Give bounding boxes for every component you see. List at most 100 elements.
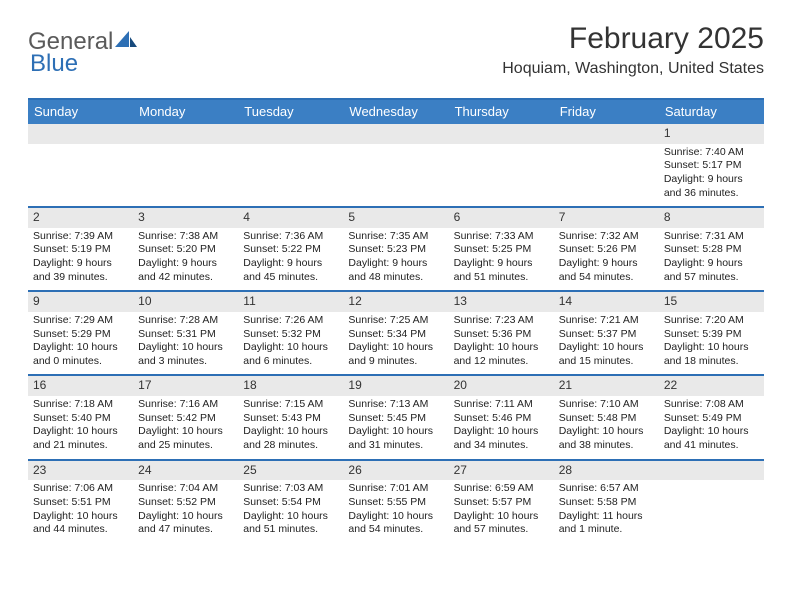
day-line: Sunrise: 7:03 AM (243, 482, 339, 496)
week-row: 9Sunrise: 7:29 AMSunset: 5:29 PMDaylight… (28, 290, 764, 374)
day-cell: 26Sunrise: 7:01 AMSunset: 5:55 PMDayligh… (343, 461, 448, 543)
day-number (449, 124, 554, 144)
day-line: Sunset: 5:29 PM (33, 328, 129, 342)
day-line: Sunset: 5:42 PM (138, 412, 234, 426)
day-number: 17 (133, 376, 238, 396)
title-block: February 2025 Hoquiam, Washington, Unite… (502, 22, 764, 78)
day-line: Sunset: 5:26 PM (559, 243, 655, 257)
day-number: 28 (554, 461, 659, 481)
day-line: Sunrise: 7:26 AM (243, 314, 339, 328)
day-line: Sunrise: 7:10 AM (559, 398, 655, 412)
day-line: Sunset: 5:32 PM (243, 328, 339, 342)
day-cell: 6Sunrise: 7:33 AMSunset: 5:25 PMDaylight… (449, 208, 554, 290)
day-cell: 3Sunrise: 7:38 AMSunset: 5:20 PMDaylight… (133, 208, 238, 290)
weekday-header-row: Sunday Monday Tuesday Wednesday Thursday… (28, 100, 764, 124)
day-body (133, 144, 238, 204)
dow-thu: Thursday (449, 100, 554, 124)
day-body: Sunrise: 7:20 AMSunset: 5:39 PMDaylight:… (659, 312, 764, 375)
day-line: Sunrise: 7:28 AM (138, 314, 234, 328)
day-cell: 16Sunrise: 7:18 AMSunset: 5:40 PMDayligh… (28, 376, 133, 458)
day-line: Daylight: 9 hours and 42 minutes. (138, 257, 234, 284)
day-line: Daylight: 10 hours and 51 minutes. (243, 510, 339, 537)
day-body: Sunrise: 7:16 AMSunset: 5:42 PMDaylight:… (133, 396, 238, 459)
day-number (343, 124, 448, 144)
day-line: Sunrise: 7:08 AM (664, 398, 760, 412)
day-body: Sunrise: 7:35 AMSunset: 5:23 PMDaylight:… (343, 228, 448, 291)
day-line: Daylight: 10 hours and 12 minutes. (454, 341, 550, 368)
day-line: Daylight: 10 hours and 9 minutes. (348, 341, 444, 368)
day-number: 5 (343, 208, 448, 228)
day-number: 11 (238, 292, 343, 312)
day-number: 19 (343, 376, 448, 396)
day-line: Sunset: 5:51 PM (33, 496, 129, 510)
day-cell: 24Sunrise: 7:04 AMSunset: 5:52 PMDayligh… (133, 461, 238, 543)
dow-wed: Wednesday (343, 100, 448, 124)
day-body: Sunrise: 7:36 AMSunset: 5:22 PMDaylight:… (238, 228, 343, 291)
day-line: Sunset: 5:54 PM (243, 496, 339, 510)
day-line: Sunrise: 7:11 AM (454, 398, 550, 412)
day-line: Sunrise: 7:25 AM (348, 314, 444, 328)
dow-fri: Friday (554, 100, 659, 124)
day-cell (554, 124, 659, 206)
day-line: Sunset: 5:17 PM (664, 159, 760, 173)
day-body: Sunrise: 7:04 AMSunset: 5:52 PMDaylight:… (133, 480, 238, 543)
day-line: Daylight: 10 hours and 21 minutes. (33, 425, 129, 452)
day-number: 7 (554, 208, 659, 228)
day-number: 1 (659, 124, 764, 144)
day-number: 15 (659, 292, 764, 312)
day-body: Sunrise: 7:40 AMSunset: 5:17 PMDaylight:… (659, 144, 764, 207)
day-line: Sunrise: 7:21 AM (559, 314, 655, 328)
day-number: 21 (554, 376, 659, 396)
day-line: Sunset: 5:36 PM (454, 328, 550, 342)
day-number (238, 124, 343, 144)
day-line: Daylight: 10 hours and 18 minutes. (664, 341, 760, 368)
day-line: Daylight: 10 hours and 34 minutes. (454, 425, 550, 452)
day-cell: 13Sunrise: 7:23 AMSunset: 5:36 PMDayligh… (449, 292, 554, 374)
day-line: Daylight: 10 hours and 54 minutes. (348, 510, 444, 537)
day-line: Daylight: 9 hours and 48 minutes. (348, 257, 444, 284)
week-row: 2Sunrise: 7:39 AMSunset: 5:19 PMDaylight… (28, 206, 764, 290)
day-body: Sunrise: 7:29 AMSunset: 5:29 PMDaylight:… (28, 312, 133, 375)
day-line: Sunset: 5:46 PM (454, 412, 550, 426)
day-line: Sunset: 5:23 PM (348, 243, 444, 257)
day-line: Sunset: 5:58 PM (559, 496, 655, 510)
day-line: Daylight: 9 hours and 36 minutes. (664, 173, 760, 200)
day-line: Sunrise: 7:32 AM (559, 230, 655, 244)
header: General February 2025 Hoquiam, Washingto… (28, 22, 764, 78)
day-number: 3 (133, 208, 238, 228)
day-cell: 10Sunrise: 7:28 AMSunset: 5:31 PMDayligh… (133, 292, 238, 374)
day-number: 2 (28, 208, 133, 228)
day-number: 14 (554, 292, 659, 312)
day-body: Sunrise: 7:28 AMSunset: 5:31 PMDaylight:… (133, 312, 238, 375)
day-number (28, 124, 133, 144)
day-line: Daylight: 10 hours and 41 minutes. (664, 425, 760, 452)
day-body: Sunrise: 7:26 AMSunset: 5:32 PMDaylight:… (238, 312, 343, 375)
day-body: Sunrise: 7:21 AMSunset: 5:37 PMDaylight:… (554, 312, 659, 375)
day-cell: 25Sunrise: 7:03 AMSunset: 5:54 PMDayligh… (238, 461, 343, 543)
day-line: Daylight: 10 hours and 57 minutes. (454, 510, 550, 537)
day-cell: 21Sunrise: 7:10 AMSunset: 5:48 PMDayligh… (554, 376, 659, 458)
day-cell (343, 124, 448, 206)
week-row: 1Sunrise: 7:40 AMSunset: 5:17 PMDaylight… (28, 124, 764, 206)
day-line: Daylight: 10 hours and 15 minutes. (559, 341, 655, 368)
calendar-table: Sunday Monday Tuesday Wednesday Thursday… (28, 98, 764, 543)
logo-word-2: Blue (30, 50, 78, 78)
day-body: Sunrise: 7:10 AMSunset: 5:48 PMDaylight:… (554, 396, 659, 459)
day-line: Sunrise: 6:57 AM (559, 482, 655, 496)
day-number: 24 (133, 461, 238, 481)
day-body (449, 144, 554, 204)
day-cell: 20Sunrise: 7:11 AMSunset: 5:46 PMDayligh… (449, 376, 554, 458)
day-line: Sunrise: 7:16 AM (138, 398, 234, 412)
day-line: Sunset: 5:22 PM (243, 243, 339, 257)
day-line: Daylight: 10 hours and 3 minutes. (138, 341, 234, 368)
day-cell: 8Sunrise: 7:31 AMSunset: 5:28 PMDaylight… (659, 208, 764, 290)
day-line: Daylight: 9 hours and 54 minutes. (559, 257, 655, 284)
day-body: Sunrise: 7:32 AMSunset: 5:26 PMDaylight:… (554, 228, 659, 291)
day-cell: 15Sunrise: 7:20 AMSunset: 5:39 PMDayligh… (659, 292, 764, 374)
day-line: Sunrise: 7:36 AM (243, 230, 339, 244)
day-body: Sunrise: 7:31 AMSunset: 5:28 PMDaylight:… (659, 228, 764, 291)
day-line: Sunrise: 7:01 AM (348, 482, 444, 496)
day-number: 6 (449, 208, 554, 228)
day-cell: 23Sunrise: 7:06 AMSunset: 5:51 PMDayligh… (28, 461, 133, 543)
day-body (28, 144, 133, 204)
